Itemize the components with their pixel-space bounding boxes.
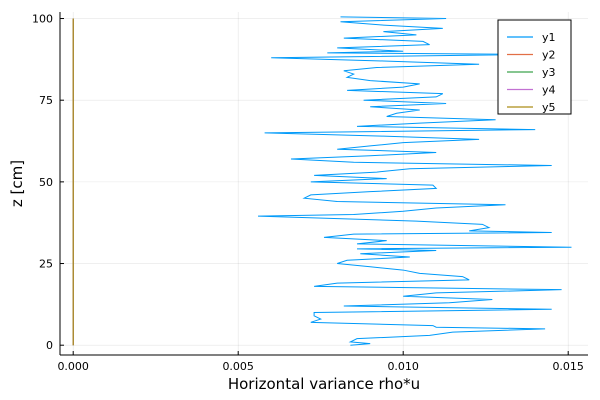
legend-label-y1: y1: [542, 31, 556, 44]
x-axis-label: Horizontal variance rho*u: [228, 375, 420, 393]
y-axis-label: z [cm]: [8, 160, 26, 207]
legend-label-y3: y3: [542, 66, 556, 79]
x-tick-label: 0.005: [222, 360, 254, 373]
y-tick-label: 25: [39, 258, 53, 271]
x-tick-label: 0.015: [552, 360, 584, 373]
legend-label-y2: y2: [542, 49, 556, 62]
legend-label-y5: y5: [542, 101, 556, 114]
x-tick-label: 0.010: [387, 360, 419, 373]
y-tick-label: 0: [46, 339, 53, 352]
y-tick-label: 75: [39, 94, 53, 107]
y-tick-label: 50: [39, 176, 53, 189]
series-layer: [72, 16, 572, 346]
legend: y1 y2 y3 y4 y5: [497, 19, 572, 115]
legend-label-y4: y4: [542, 84, 556, 97]
series-line-y1: [257, 16, 572, 346]
x-gridlines: [72, 12, 569, 355]
y-tick-label: 100: [32, 13, 53, 26]
x-tick-label: 0.000: [57, 360, 89, 373]
axes: [59, 12, 588, 356]
x-axis-ticks: 0.000 0.005 0.010 0.015: [57, 351, 584, 373]
legend-box: [497, 19, 572, 115]
y-axis-ticks: 0 25 50 75 100: [32, 13, 64, 352]
